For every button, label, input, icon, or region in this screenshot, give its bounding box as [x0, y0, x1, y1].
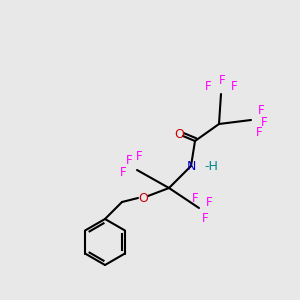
Text: F: F [126, 154, 132, 166]
Text: F: F [206, 196, 212, 208]
Text: F: F [231, 80, 237, 94]
Text: F: F [120, 166, 126, 178]
Text: -H: -H [204, 160, 218, 172]
Text: O: O [138, 191, 148, 205]
Text: F: F [202, 212, 208, 224]
Text: F: F [258, 103, 264, 116]
Text: N: N [186, 160, 196, 172]
Text: F: F [136, 149, 142, 163]
Text: F: F [219, 74, 225, 86]
Text: F: F [256, 125, 262, 139]
Text: F: F [205, 80, 211, 94]
Text: F: F [192, 191, 198, 205]
Text: F: F [261, 116, 267, 128]
Text: O: O [174, 128, 184, 140]
